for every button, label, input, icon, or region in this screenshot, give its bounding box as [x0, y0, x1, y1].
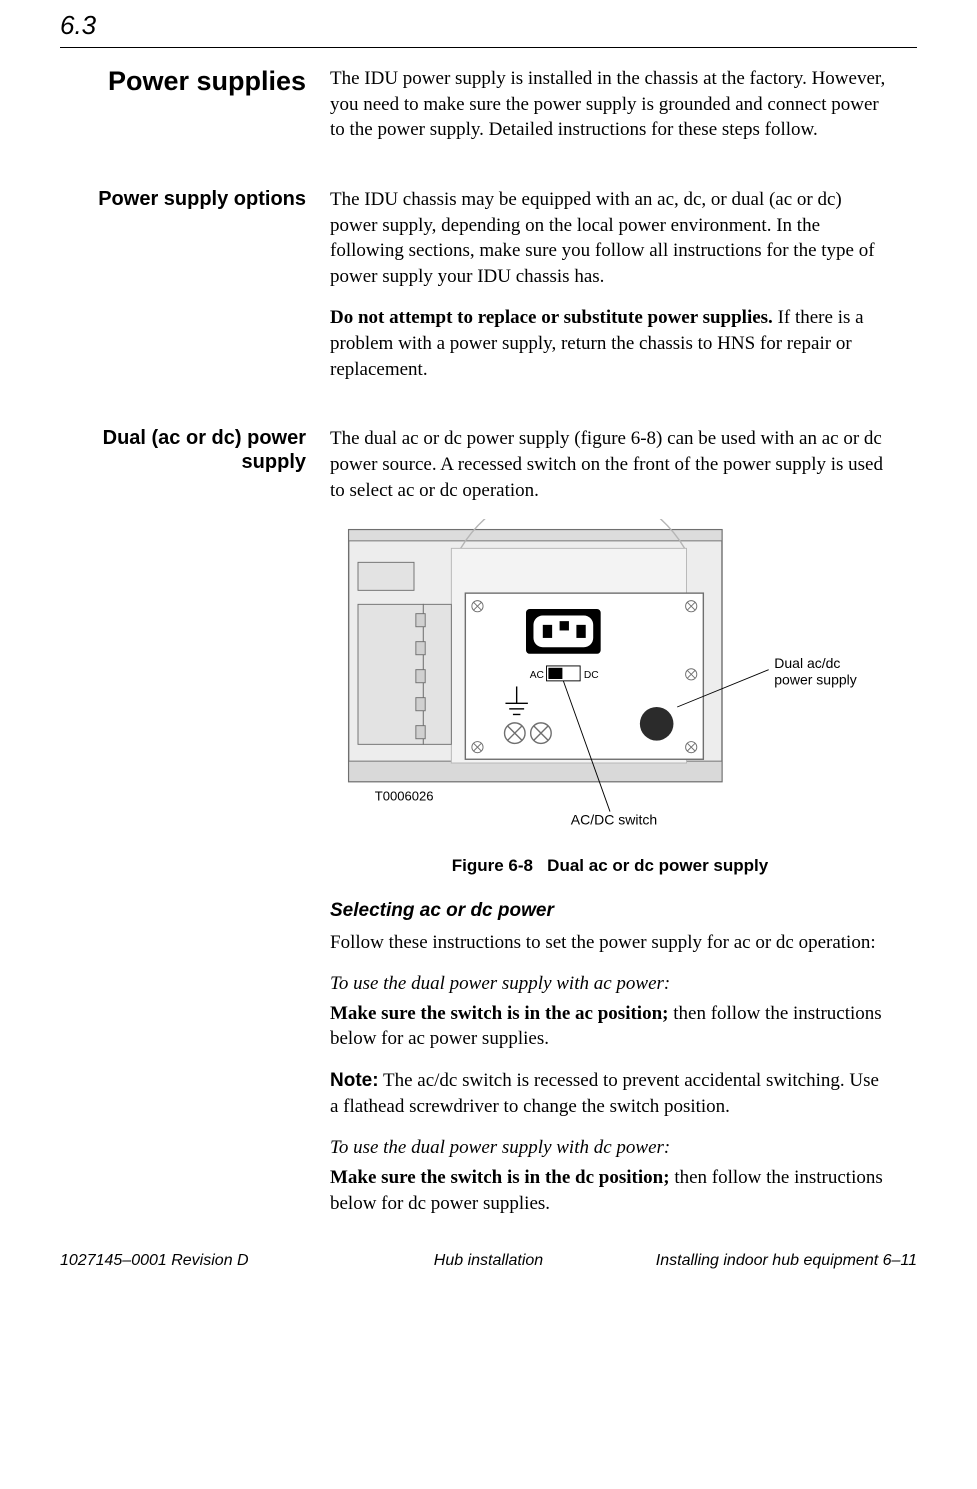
- footer-left: 1027145–0001 Revision D: [60, 1252, 346, 1270]
- figure-caption: Figure 6-8 Dual ac or dc power supply: [330, 855, 890, 878]
- para-dc-intro: To use the dual power supply with dc pow…: [330, 1135, 890, 1161]
- page-footer: 1027145–0001 Revision D Hub installation…: [60, 1252, 917, 1270]
- footer-right: Installing indoor hub equipment 6–11: [631, 1252, 917, 1270]
- figure-id: T0006026: [375, 789, 434, 804]
- block-power-supplies: Power supplies The IDU power supply is i…: [60, 66, 917, 159]
- text-dc-bold: Make sure the switch is in the dc positi…: [330, 1167, 670, 1188]
- para-options-warn: Do not attempt to replace or substitute …: [330, 305, 890, 382]
- para-intro: The IDU power supply is installed in the…: [330, 66, 890, 143]
- heading-power-supplies: Power supplies: [60, 66, 306, 97]
- para-note: Note: The ac/dc switch is recessed to pr…: [330, 1068, 890, 1119]
- para-selecting-lead: Follow these instructions to set the pow…: [330, 930, 890, 956]
- label-dc: DC: [584, 670, 599, 681]
- para-options: The IDU chassis may be equipped with an …: [330, 187, 890, 290]
- heading-options: Power supply options: [60, 187, 306, 211]
- callout-switch: AC/DC switch: [571, 812, 657, 828]
- figure-caption-prefix: Figure 6-8: [452, 856, 533, 875]
- text-note-label: Note:: [330, 1070, 379, 1091]
- subheading-selecting: Selecting ac or dc power: [330, 898, 890, 924]
- block-options: Power supply options The IDU chassis may…: [60, 187, 917, 398]
- power-supply-diagram: AC DC: [330, 519, 890, 839]
- callout-supply-l1: Dual ac/dc: [774, 655, 840, 671]
- callout-supply-l2: power supply: [774, 672, 857, 688]
- text-ac-bold: Make sure the switch is in the ac positi…: [330, 1003, 668, 1024]
- label-ac: AC: [530, 670, 545, 681]
- text-note-body: The ac/dc switch is recessed to prevent …: [330, 1070, 879, 1117]
- section-number: 6.3: [60, 0, 917, 47]
- heading-dual: Dual (ac or dc) power supply: [60, 426, 306, 474]
- para-dual: The dual ac or dc power supply (figure 6…: [330, 426, 890, 503]
- para-ac-intro: To use the dual power supply with ac pow…: [330, 971, 890, 997]
- footer-mid: Hub installation: [346, 1252, 632, 1270]
- figure-caption-text: Dual ac or dc power supply: [547, 856, 768, 875]
- block-dual: Dual (ac or dc) power supply The dual ac…: [60, 426, 917, 1216]
- section-divider: [60, 47, 917, 48]
- text-warn-bold: Do not attempt to replace or substitute …: [330, 307, 773, 328]
- figure-6-8: AC DC: [330, 519, 890, 878]
- para-ac-body: Make sure the switch is in the ac positi…: [330, 1001, 890, 1052]
- para-dc-body: Make sure the switch is in the dc positi…: [330, 1165, 890, 1216]
